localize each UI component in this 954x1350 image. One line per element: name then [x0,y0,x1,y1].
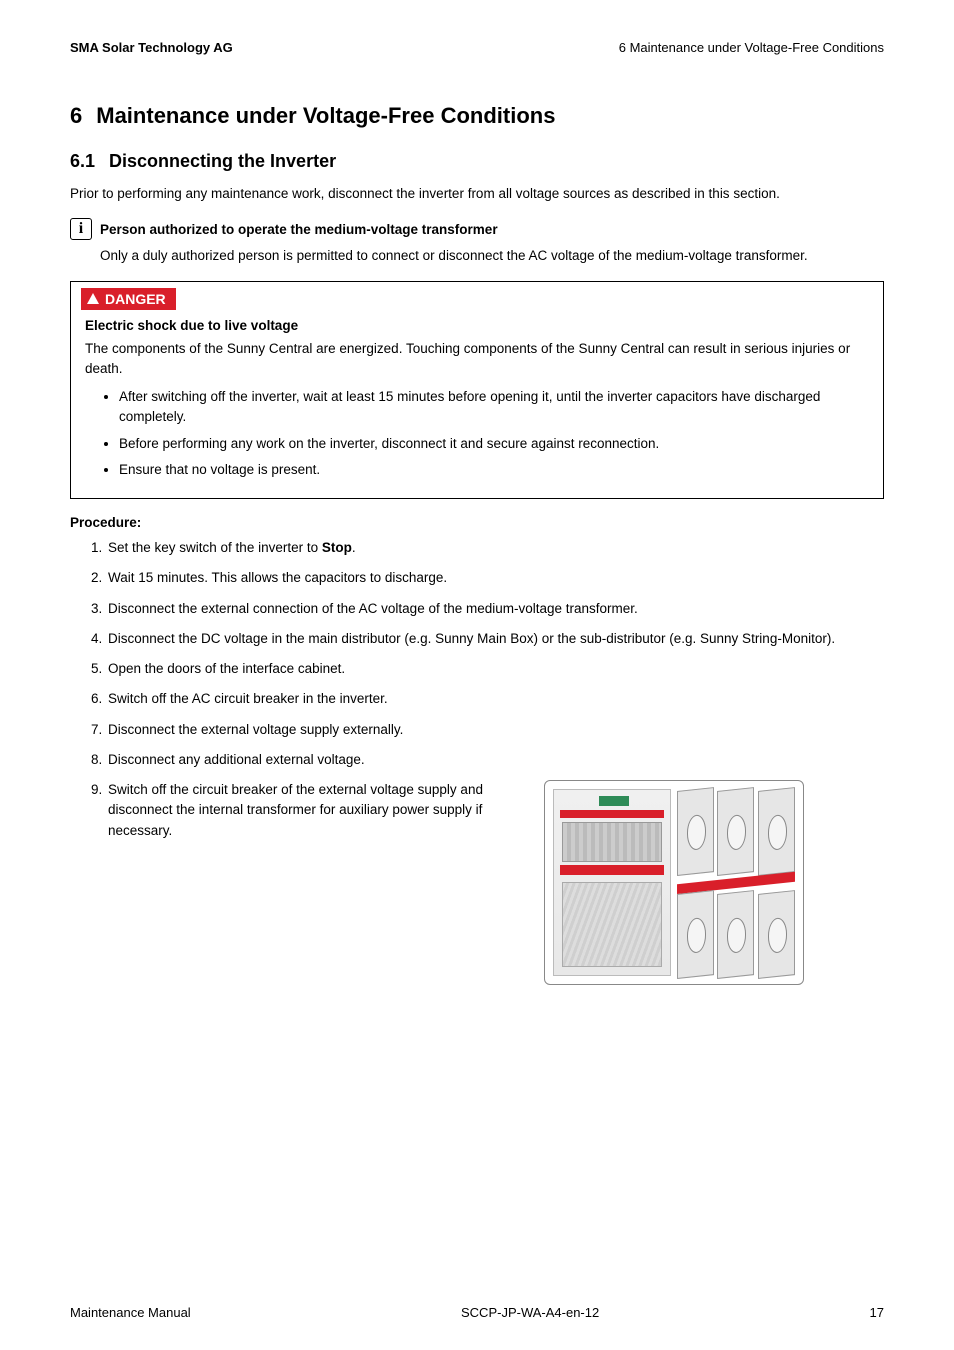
intro-paragraph: Prior to performing any maintenance work… [70,184,884,204]
figure-rack-bottom [562,882,662,967]
figure-panel-right [677,789,795,976]
figure-panel-left [553,789,671,976]
procedure-step: Wait 15 minutes. This allows the capacit… [106,568,884,588]
heading-2: 6.1 Disconnecting the Inverter [70,151,884,172]
step-text-pre: Set the key switch of the inverter to [108,540,322,555]
h2-number: 6.1 [70,151,95,172]
h1-number: 6 [70,103,82,129]
procedure-step: Disconnect the external connection of th… [106,599,884,619]
figure-breaker [758,787,795,875]
step-with-figure: Switch off the circuit breaker of the ex… [108,780,884,985]
procedure-step: Switch off the circuit breaker of the ex… [106,780,884,985]
procedure-title: Procedure: [70,515,884,530]
info-icon: i [70,218,92,240]
danger-bullet: After switching off the inverter, wait a… [119,387,869,428]
procedure-step: Disconnect any additional external volta… [106,750,884,770]
footer-page-number: 17 [870,1305,884,1320]
step-text-bold: Stop [322,540,352,555]
figure-rack-top [562,822,662,862]
danger-content: Electric shock due to live voltage The c… [71,310,883,499]
page-header: SMA Solar Technology AG 6 Maintenance un… [70,40,884,55]
procedure-list: Set the key switch of the inverter to St… [70,538,884,985]
figure-circuit-breaker [544,780,804,985]
procedure-step: Open the doors of the interface cabinet. [106,659,884,679]
step-text-post: . [352,540,356,555]
warning-triangle-icon [87,293,99,304]
step-text: Switch off the circuit breaker of the ex… [108,780,528,841]
procedure-step: Switch off the AC circuit breaker in the… [106,689,884,709]
danger-subtitle: Electric shock due to live voltage [85,318,869,333]
danger-label-text: DANGER [105,291,166,307]
danger-label: DANGER [81,288,176,310]
info-note: i Person authorized to operate the mediu… [70,218,884,266]
danger-text: The components of the Sunny Central are … [85,339,869,380]
figure-red-strip [677,871,795,893]
page-footer: Maintenance Manual SCCP-JP-WA-A4-en-12 1… [70,1305,884,1320]
figure-breaker [717,890,754,978]
procedure-step: Set the key switch of the inverter to St… [106,538,884,558]
figure-green-module [599,796,629,806]
footer-left: Maintenance Manual [70,1305,191,1320]
danger-bullet: Before performing any work on the invert… [119,434,869,454]
header-company: SMA Solar Technology AG [70,40,233,55]
danger-box: DANGER Electric shock due to live voltag… [70,281,884,500]
header-section-ref: 6 Maintenance under Voltage-Free Conditi… [619,40,884,55]
danger-bullets: After switching off the inverter, wait a… [85,387,869,480]
danger-bullet: Ensure that no voltage is present. [119,460,869,480]
h1-title: Maintenance under Voltage-Free Condition… [96,103,555,129]
figure-breaker [717,787,754,875]
info-title: Person authorized to operate the medium-… [100,222,498,237]
figure-breaker-row [677,892,795,977]
heading-1: 6 Maintenance under Voltage-Free Conditi… [70,103,884,129]
figure-breaker [677,787,714,875]
procedure-step: Disconnect the external voltage supply e… [106,720,884,740]
h2-title: Disconnecting the Inverter [109,151,336,172]
figure-breaker [758,890,795,978]
footer-center: SCCP-JP-WA-A4-en-12 [461,1305,599,1320]
figure-breaker-row [677,789,795,874]
info-body: Only a duly authorized person is permitt… [100,246,884,266]
procedure-step: Disconnect the DC voltage in the main di… [106,629,884,649]
figure-breaker [677,890,714,978]
info-title-row: i Person authorized to operate the mediu… [70,218,884,240]
